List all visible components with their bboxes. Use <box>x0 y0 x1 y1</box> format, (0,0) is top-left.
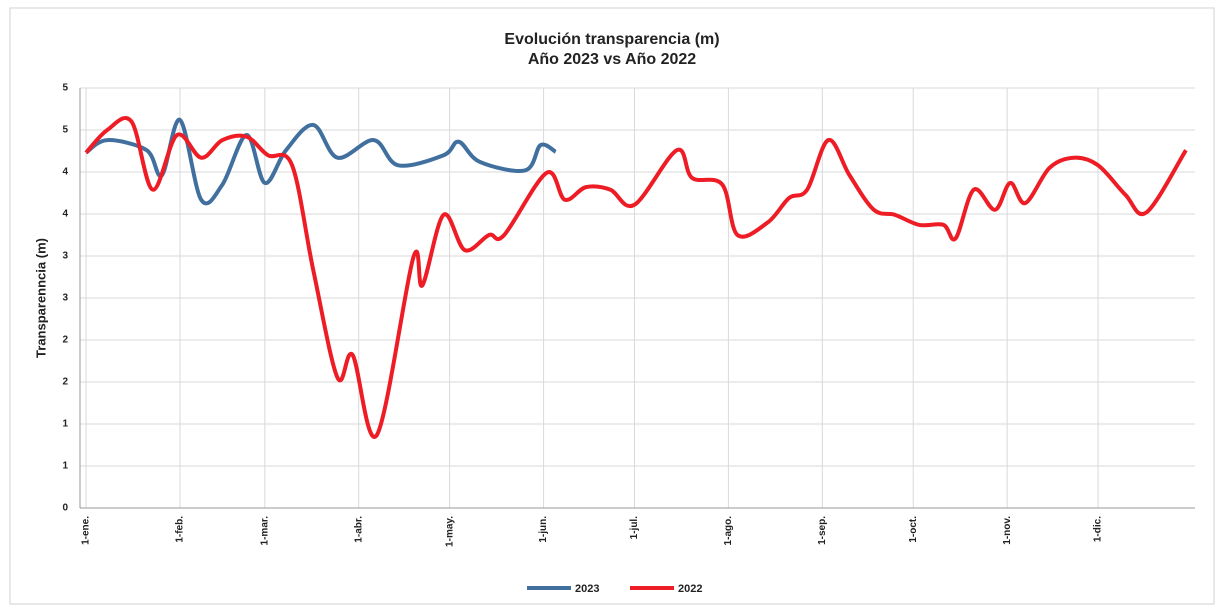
data-line <box>84 116 1188 439</box>
y-tick-label: 5 <box>62 83 68 94</box>
y-tick-label: 1 <box>62 419 68 430</box>
x-tick-label: 1-feb. <box>175 516 186 543</box>
y-tick-label: 3 <box>62 251 68 262</box>
x-tick-label: 1-jun. <box>538 516 549 543</box>
x-tick-label: 1-oct. <box>908 516 919 543</box>
x-tick-label: 1-ago. <box>723 516 734 546</box>
x-tick-label: 1-dic. <box>1093 516 1104 542</box>
chart-title: Evolución transparencia (m) <box>504 31 719 48</box>
y-tick-label: 1 <box>62 461 68 472</box>
y-axis-label: Transparenncia (m) <box>33 238 48 358</box>
y-tick-label: 4 <box>62 209 68 220</box>
x-tick-label: 1-ene. <box>81 516 92 545</box>
x-tick-label: 1-nov. <box>1002 516 1013 545</box>
legend-label: 2023 <box>575 583 599 595</box>
y-tick-label: 2 <box>62 377 68 388</box>
y-tick-label: 5 <box>62 125 68 136</box>
y-tick-label: 0 <box>62 503 68 514</box>
chart-frame <box>9 7 1215 605</box>
legend-label: 2022 <box>678 583 702 595</box>
chart-subtitle: Año 2023 vs Año 2022 <box>528 51 696 68</box>
y-tick-label: 2 <box>62 335 68 346</box>
x-tick-label: 1-jul. <box>629 516 640 540</box>
x-tick-label: 1-mar. <box>259 516 270 546</box>
y-tick-label: 4 <box>62 167 68 178</box>
x-tick-label: 1-abr. <box>353 516 364 543</box>
y-tick-label: 3 <box>62 293 68 304</box>
x-tick-label: 1-may. <box>444 516 455 547</box>
x-tick-label: 1-sep. <box>817 516 828 545</box>
